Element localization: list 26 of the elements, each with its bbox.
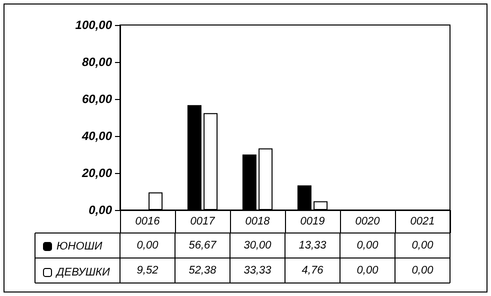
legend-label: ЮНОШИ	[56, 240, 102, 252]
y-tick-label: 100,00	[75, 18, 112, 32]
x-tick-label: 0016	[135, 216, 161, 228]
x-tick-label: 0018	[245, 216, 271, 228]
data-label: 30,00	[244, 240, 272, 252]
data-label: 13,33	[298, 240, 328, 252]
y-tick-label: 0,00	[88, 203, 112, 217]
data-label: 0,00	[412, 240, 434, 252]
data-label: 52,38	[188, 264, 218, 276]
y-tick-label: 80,00	[82, 55, 112, 69]
data-label: 4,76	[302, 264, 324, 276]
x-tick-label: 0021	[410, 216, 435, 228]
legend-label: ДЕВУШКИ	[54, 266, 110, 278]
x-tick-label: 0017	[190, 216, 216, 228]
x-tick-label: 0019	[300, 216, 325, 228]
data-label: 56,67	[188, 240, 218, 252]
y-tick-label: 40,00	[80, 129, 112, 143]
data-label: 33,33	[244, 264, 272, 276]
data-label: 0,00	[136, 240, 160, 252]
y-tick-label: 20,00	[80, 166, 112, 180]
data-label: 9,52	[136, 264, 158, 276]
x-tick-label: 0020	[355, 216, 381, 228]
data-label: 0,00	[412, 264, 434, 276]
data-label: 0,00	[356, 240, 380, 252]
data-label: 0,00	[356, 264, 380, 276]
y-tick-label: 60,00	[82, 92, 112, 106]
